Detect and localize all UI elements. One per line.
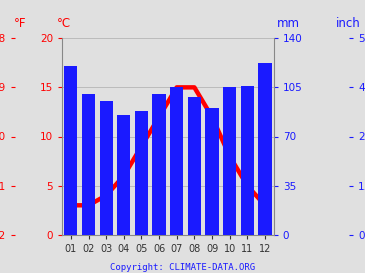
Bar	[100, 101, 113, 235]
Bar	[188, 97, 201, 235]
Bar	[135, 111, 148, 235]
Bar	[82, 94, 95, 235]
Bar	[205, 108, 219, 235]
Text: °C: °C	[57, 17, 71, 30]
Text: °F: °F	[14, 17, 26, 30]
Bar	[223, 87, 236, 235]
Bar	[64, 66, 77, 235]
Bar	[153, 94, 166, 235]
Text: inch: inch	[336, 17, 361, 30]
Bar	[241, 86, 254, 235]
Bar	[170, 87, 183, 235]
Text: Copyright: CLIMATE-DATA.ORG: Copyright: CLIMATE-DATA.ORG	[110, 263, 255, 272]
Text: mm: mm	[277, 17, 300, 30]
Bar	[258, 64, 272, 235]
Bar	[117, 115, 130, 235]
